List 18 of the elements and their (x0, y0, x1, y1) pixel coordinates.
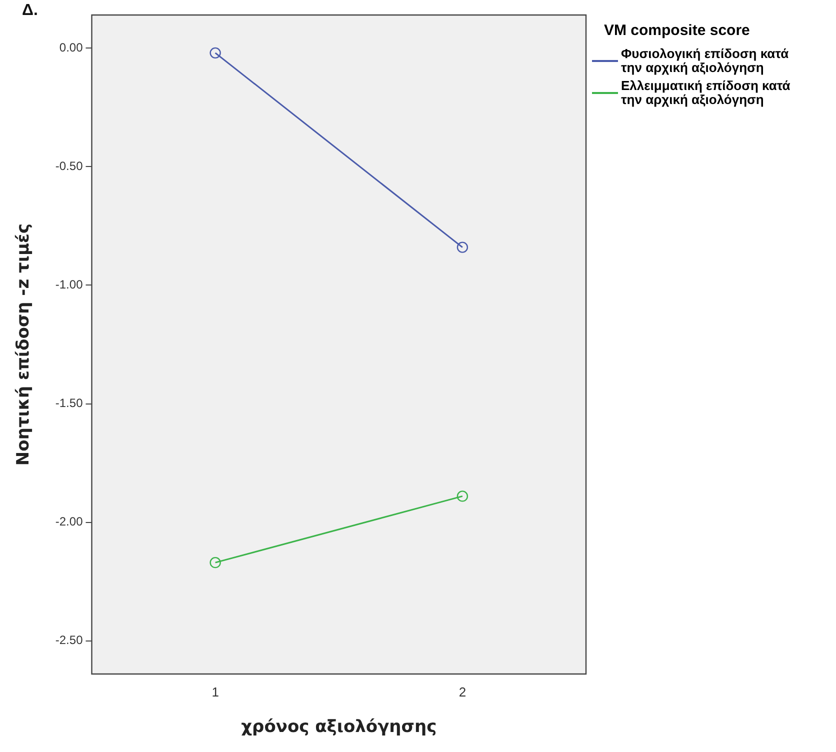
x-tick-label: 1 (212, 684, 219, 700)
y-tick-label: 0.00 (59, 40, 84, 54)
y-tick-label: -2.50 (55, 633, 84, 648)
text: Δ. (22, 2, 38, 20)
y-tick-label: -1.50 (55, 396, 84, 410)
legend-title: VM composite score (604, 22, 751, 39)
y-tick-label: -1.00 (55, 278, 84, 292)
point (210, 556, 221, 568)
point (456, 242, 468, 253)
point (456, 490, 468, 502)
x-axis-title: χρόνος αξιολόγησης (241, 717, 437, 738)
x-tick-label: 2 (458, 684, 466, 700)
y-axis-title: Νοητική επίδοση -z τιμές (14, 223, 34, 466)
legend-label: Ελλειμματική επίδοση κατά την αρχική αξιολόγηση (621, 78, 791, 107)
y-tick-label: -2.00 (55, 514, 84, 529)
y-tick-label: -0.50 (55, 159, 84, 174)
point (210, 47, 221, 59)
legend-label: Φυσιολογική επίδοση κατά την αρχική αξιολόγηση (621, 46, 790, 75)
